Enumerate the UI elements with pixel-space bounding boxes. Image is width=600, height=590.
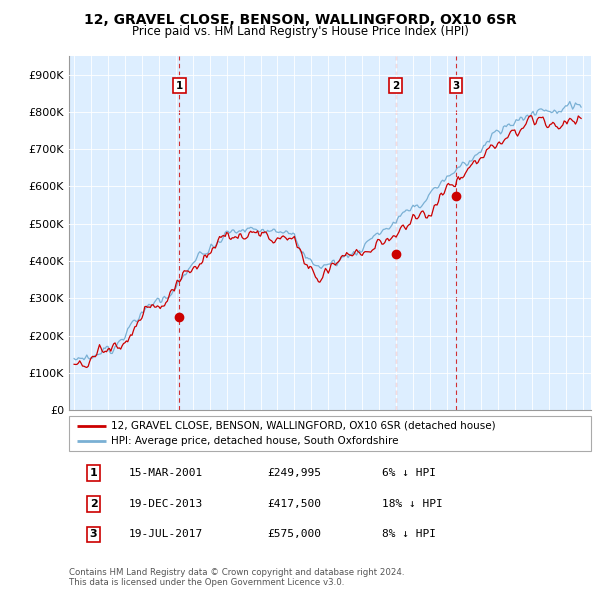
Text: HPI: Average price, detached house, South Oxfordshire: HPI: Average price, detached house, Sout… [111, 437, 398, 447]
Text: £417,500: £417,500 [268, 499, 322, 509]
Text: 3: 3 [452, 81, 460, 91]
Text: £249,995: £249,995 [268, 468, 322, 478]
Text: 12, GRAVEL CLOSE, BENSON, WALLINGFORD, OX10 6SR: 12, GRAVEL CLOSE, BENSON, WALLINGFORD, O… [83, 13, 517, 27]
Text: 19-DEC-2013: 19-DEC-2013 [129, 499, 203, 509]
Text: 3: 3 [90, 529, 97, 539]
Text: 1: 1 [89, 468, 97, 478]
Text: £575,000: £575,000 [268, 529, 322, 539]
Text: Contains HM Land Registry data © Crown copyright and database right 2024.
This d: Contains HM Land Registry data © Crown c… [69, 568, 404, 587]
Text: 12, GRAVEL CLOSE, BENSON, WALLINGFORD, OX10 6SR (detached house): 12, GRAVEL CLOSE, BENSON, WALLINGFORD, O… [111, 421, 496, 431]
Text: 1: 1 [176, 81, 183, 91]
Text: 15-MAR-2001: 15-MAR-2001 [129, 468, 203, 478]
Text: 19-JUL-2017: 19-JUL-2017 [129, 529, 203, 539]
Text: 2: 2 [89, 499, 97, 509]
Text: 6% ↓ HPI: 6% ↓ HPI [382, 468, 436, 478]
Text: Price paid vs. HM Land Registry's House Price Index (HPI): Price paid vs. HM Land Registry's House … [131, 25, 469, 38]
Text: 8% ↓ HPI: 8% ↓ HPI [382, 529, 436, 539]
Text: 18% ↓ HPI: 18% ↓ HPI [382, 499, 443, 509]
Text: 2: 2 [392, 81, 399, 91]
